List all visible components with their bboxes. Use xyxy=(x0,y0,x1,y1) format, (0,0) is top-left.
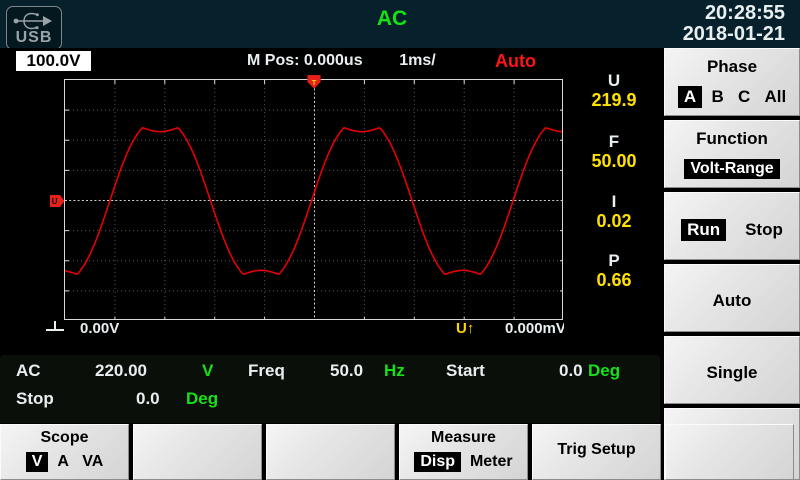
svg-text:T: T xyxy=(312,78,317,87)
svg-text:U: U xyxy=(52,197,58,206)
